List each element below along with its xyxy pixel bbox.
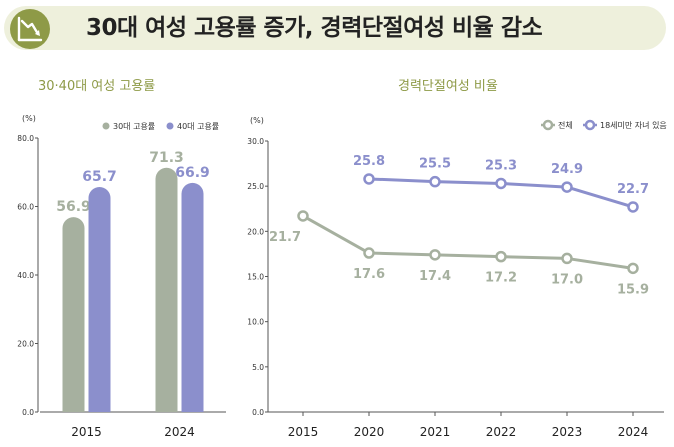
line-y-tick-label: 20.0 [247,227,264,236]
line-value-label: 25.8 [353,154,385,169]
bar-rect-base [62,400,85,412]
bar-value-label: 65.7 [82,169,117,185]
bar-y-tick-label: 0.0 [22,408,34,417]
line-point [297,210,309,222]
bar-y-tick-label: 60.0 [17,203,34,212]
line-x-tick-label: 2023 [552,425,583,439]
line-x-tick-label: 2020 [354,425,385,439]
bar-legend-label: 30대 고용률 [113,122,155,131]
line-point [627,262,639,275]
line-point [429,249,441,261]
line-unit-label: (%) [250,116,264,125]
line-value-label: 17.4 [419,269,451,284]
line-point [561,181,573,193]
line-value-label: 25.5 [419,157,451,172]
line-value-label: 17.2 [485,271,517,286]
bar-y-tick-label: 20.0 [17,340,34,349]
line-x-tick-label: 2015 [288,425,319,439]
bar-x-tick-label: 2015 [71,425,102,439]
bar-value-label: 56.9 [56,199,91,215]
bar-rect-base [181,400,204,412]
page-title: 30대 여성 고용률 증가, 경력단절여성 비율 감소 [86,15,543,41]
bar-rect-base [155,400,178,412]
bar-y-tick-label: 40.0 [17,271,34,280]
line-value-label: 22.7 [617,182,649,197]
bar-value-label: 71.3 [149,150,184,166]
bar-rect-base [88,400,111,412]
line-point [495,177,507,190]
line-value-label: 17.6 [353,267,385,282]
line-legend-label: 18세미만 자녀 있음 [600,120,667,130]
bar-chart-title: 30·40대 여성 고용률 [38,79,156,94]
line-y-tick-label: 0.0 [252,408,264,417]
line-point [627,201,639,213]
bar-rect [155,167,178,412]
declining-chart-icon-glyph [17,16,43,42]
line-value-label: 17.0 [551,272,583,287]
bar-rect [181,182,204,412]
line-value-label: 15.9 [617,282,649,297]
bar-unit-label: (%) [22,114,36,123]
line-point [561,252,573,265]
bar-rect [62,217,85,412]
line-x-tick-label: 2024 [618,425,649,439]
line-legend-marker [584,119,596,131]
bar-rect [88,186,111,412]
bar-legend-label: 40대 고용률 [177,122,219,131]
line-y-tick-label: 30.0 [247,137,264,146]
line-series-path [302,214,634,270]
line-x-tick-label: 2022 [486,425,517,439]
line-point [495,250,507,263]
line-point [429,175,441,188]
title-banner: 30대 여성 고용률 증가, 경력단절여성 비율 감소 [4,6,666,50]
bar-legend-swatch [102,122,110,130]
line-y-tick-label: 5.0 [252,363,264,372]
line-y-tick-label: 25.0 [247,182,264,191]
line-legend-marker [542,119,554,131]
line-point [363,247,375,259]
bar-x-tick-label: 2024 [164,425,195,439]
line-point [363,173,375,185]
line-value-label: 21.7 [269,230,301,245]
declining-chart-icon [10,9,50,49]
line-legend-label: 전체 [558,120,573,130]
bar-y-tick-label: 80.0 [17,134,34,143]
bar-value-label: 66.9 [175,165,210,181]
line-value-label: 24.9 [551,162,583,177]
line-chart-title: 경력단절여성 비율 [398,79,498,94]
line-value-label: 25.3 [485,158,517,173]
line-x-tick-label: 2021 [420,425,451,439]
line-y-tick-label: 15.0 [247,273,264,282]
bar-legend-swatch [166,122,174,130]
line-y-tick-label: 10.0 [247,318,264,327]
